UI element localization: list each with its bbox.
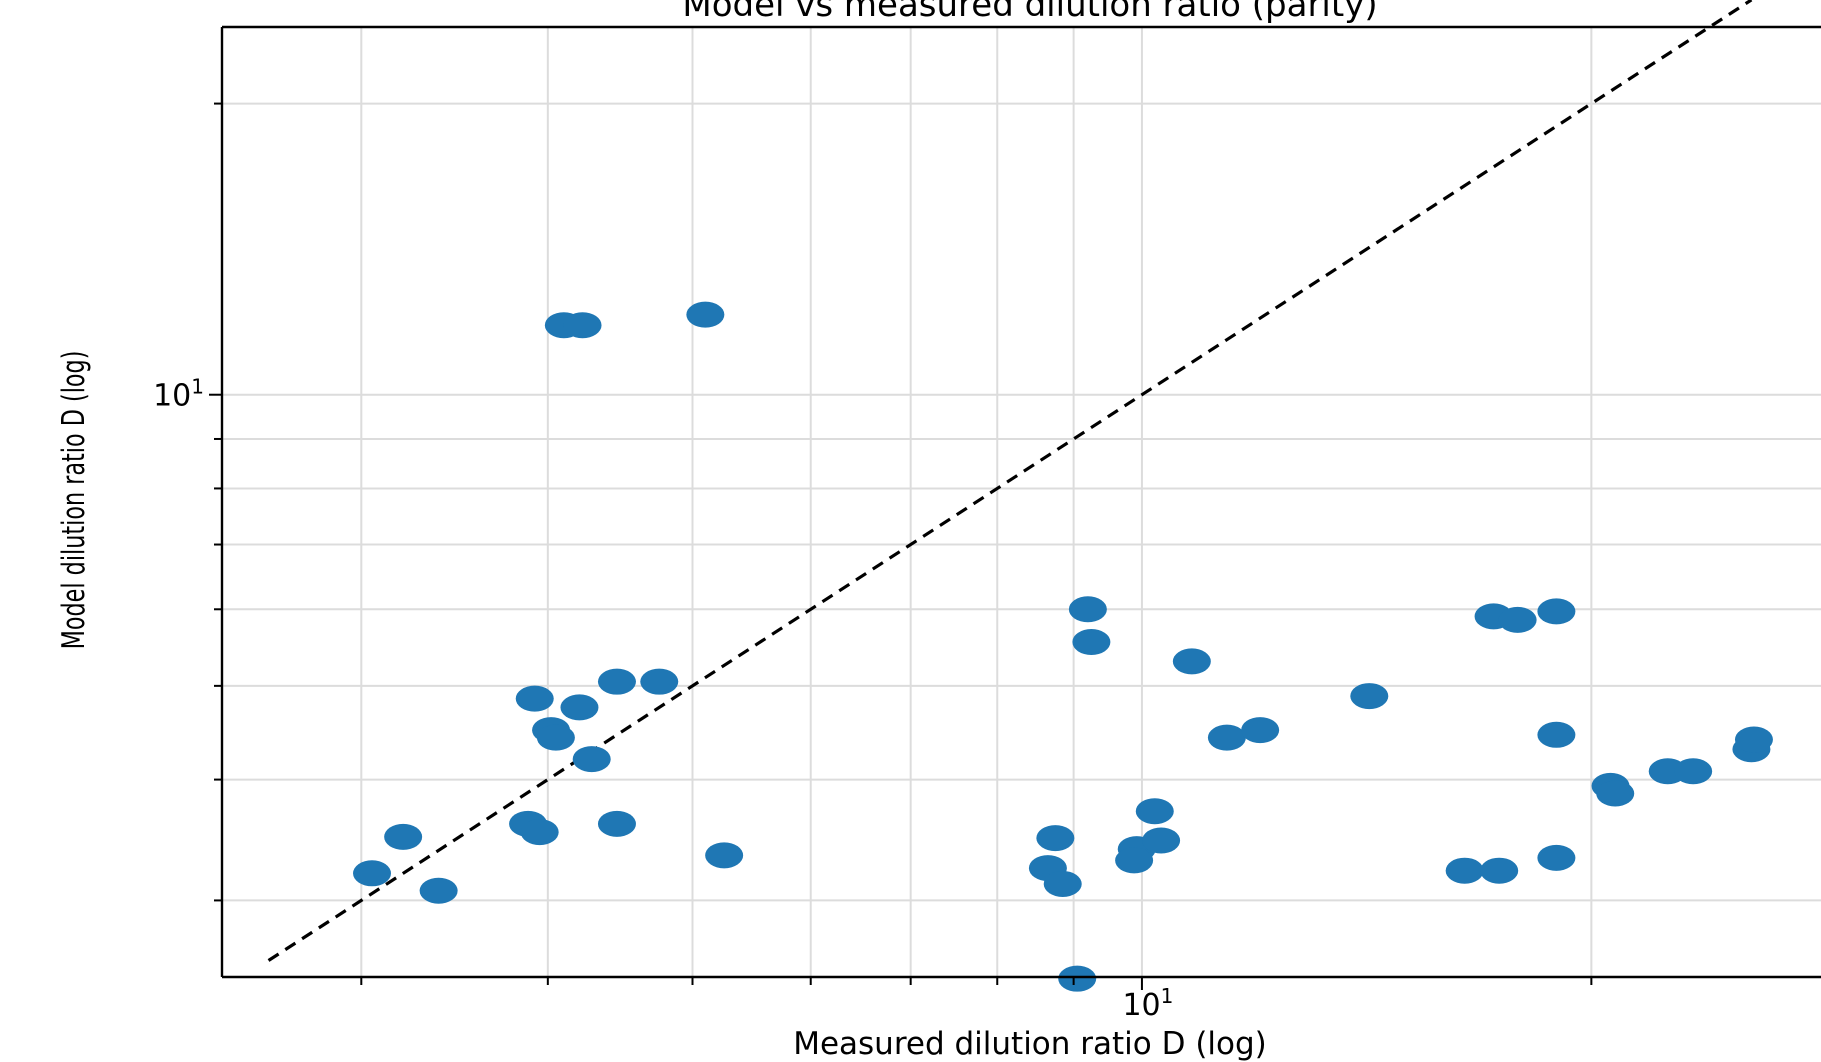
data-point [597, 810, 636, 837]
data-point [1058, 965, 1097, 992]
data-point [1043, 870, 1082, 897]
data-point [353, 860, 392, 887]
y-tick-label: 101 [153, 375, 204, 414]
data-point [1036, 825, 1075, 852]
data-points [353, 301, 1773, 992]
data-point [515, 685, 554, 712]
data-point [1072, 629, 1111, 656]
data-point [1537, 598, 1576, 625]
x-tick-label: 101 [1122, 984, 1173, 1023]
data-point [1480, 857, 1519, 884]
y-axis-label: Model dilution ratio D (log) [56, 351, 92, 650]
data-point [1674, 758, 1713, 785]
data-point [1241, 717, 1280, 744]
data-point [1596, 780, 1635, 807]
axes: 101 101 [153, 25, 1821, 1023]
data-point [1734, 726, 1773, 753]
chart-title: Model vs measured dilution ratio (parity… [682, 0, 1377, 25]
data-point [1068, 596, 1107, 623]
data-point [686, 301, 725, 328]
data-point [1350, 683, 1389, 710]
data-point [563, 312, 602, 339]
data-point [1142, 827, 1181, 854]
data-point [1537, 844, 1576, 871]
data-point [597, 668, 636, 695]
data-point [1207, 724, 1246, 751]
data-point [705, 842, 744, 869]
data-point [640, 668, 679, 695]
data-point [1172, 648, 1211, 675]
data-point [384, 823, 423, 850]
data-point [560, 694, 599, 721]
data-point [572, 746, 611, 773]
data-point [536, 724, 575, 751]
data-point [1498, 606, 1537, 633]
data-point [419, 877, 458, 904]
data-point [520, 819, 559, 846]
data-point [1135, 798, 1174, 825]
data-point [1115, 847, 1154, 874]
data-point [1445, 857, 1484, 884]
x-axis-label: Measured dilution ratio D (log) [793, 1026, 1267, 1062]
data-point [1537, 721, 1576, 748]
parity-line [267, 0, 1753, 962]
